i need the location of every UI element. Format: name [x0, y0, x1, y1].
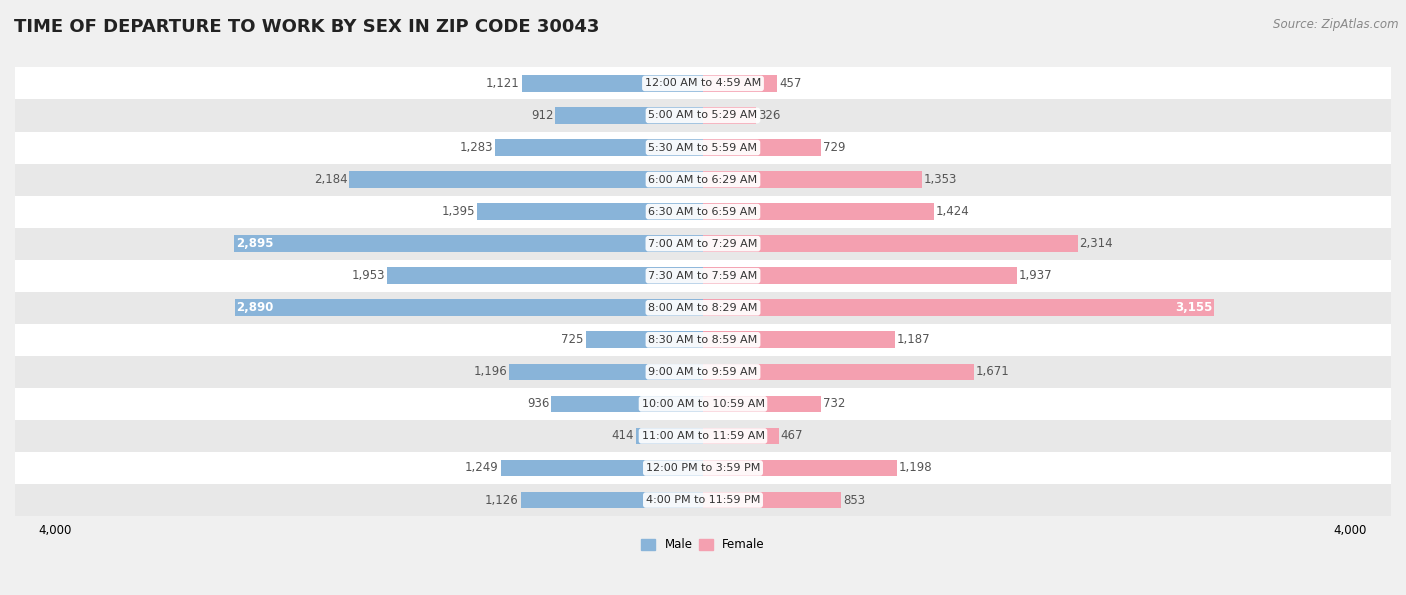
- Text: 7:00 AM to 7:29 AM: 7:00 AM to 7:29 AM: [648, 239, 758, 249]
- Text: 12:00 PM to 3:59 PM: 12:00 PM to 3:59 PM: [645, 463, 761, 473]
- Text: 12:00 AM to 4:59 AM: 12:00 AM to 4:59 AM: [645, 79, 761, 89]
- Bar: [522, 75, 703, 92]
- Bar: [7, 452, 1399, 484]
- Bar: [7, 164, 1399, 196]
- Bar: [7, 420, 1399, 452]
- Bar: [703, 75, 778, 92]
- Text: 8:30 AM to 8:59 AM: 8:30 AM to 8:59 AM: [648, 335, 758, 345]
- Text: 11:00 AM to 11:59 AM: 11:00 AM to 11:59 AM: [641, 431, 765, 441]
- Text: 1,196: 1,196: [474, 365, 508, 378]
- Text: 9:00 AM to 9:59 AM: 9:00 AM to 9:59 AM: [648, 367, 758, 377]
- Text: 6:30 AM to 6:59 AM: 6:30 AM to 6:59 AM: [648, 206, 758, 217]
- Text: 2,895: 2,895: [236, 237, 273, 250]
- Bar: [7, 99, 1399, 131]
- Bar: [703, 331, 896, 348]
- Text: 7:30 AM to 7:59 AM: 7:30 AM to 7:59 AM: [648, 271, 758, 281]
- Bar: [703, 171, 922, 188]
- Text: 6:00 AM to 6:29 AM: 6:00 AM to 6:29 AM: [648, 174, 758, 184]
- Text: 2,890: 2,890: [236, 301, 274, 314]
- Bar: [636, 428, 703, 444]
- Text: 457: 457: [779, 77, 801, 90]
- Bar: [235, 236, 703, 252]
- Bar: [703, 396, 821, 412]
- Text: 3,155: 3,155: [1175, 301, 1212, 314]
- Bar: [520, 491, 703, 508]
- Bar: [387, 267, 703, 284]
- Bar: [703, 107, 756, 124]
- Bar: [235, 299, 703, 316]
- Bar: [703, 364, 973, 380]
- Text: 5:30 AM to 5:59 AM: 5:30 AM to 5:59 AM: [648, 143, 758, 152]
- Bar: [350, 171, 703, 188]
- Text: 1,424: 1,424: [935, 205, 969, 218]
- Bar: [703, 428, 779, 444]
- Text: 1,187: 1,187: [897, 333, 931, 346]
- Text: 414: 414: [612, 430, 634, 443]
- Bar: [703, 267, 1017, 284]
- Bar: [551, 396, 703, 412]
- Text: 729: 729: [823, 141, 845, 154]
- Bar: [555, 107, 703, 124]
- Text: 467: 467: [780, 430, 803, 443]
- Bar: [703, 139, 821, 156]
- Text: 1,353: 1,353: [924, 173, 957, 186]
- Text: 1,283: 1,283: [460, 141, 494, 154]
- Bar: [509, 364, 703, 380]
- Text: 10:00 AM to 10:59 AM: 10:00 AM to 10:59 AM: [641, 399, 765, 409]
- Bar: [586, 331, 703, 348]
- Text: 1,937: 1,937: [1018, 269, 1052, 282]
- Text: 326: 326: [758, 109, 780, 122]
- Bar: [703, 460, 897, 477]
- Text: 2,314: 2,314: [1080, 237, 1114, 250]
- Bar: [7, 292, 1399, 324]
- Text: 1,671: 1,671: [976, 365, 1010, 378]
- Text: 912: 912: [531, 109, 554, 122]
- Bar: [7, 196, 1399, 228]
- Bar: [703, 203, 934, 220]
- Text: 725: 725: [561, 333, 583, 346]
- Text: 1,126: 1,126: [485, 493, 519, 506]
- Bar: [7, 356, 1399, 388]
- Legend: Male, Female: Male, Female: [637, 534, 769, 556]
- Text: TIME OF DEPARTURE TO WORK BY SEX IN ZIP CODE 30043: TIME OF DEPARTURE TO WORK BY SEX IN ZIP …: [14, 18, 599, 36]
- Text: 2,184: 2,184: [314, 173, 347, 186]
- Bar: [703, 236, 1077, 252]
- Text: 1,953: 1,953: [352, 269, 385, 282]
- Bar: [7, 388, 1399, 420]
- Text: 1,395: 1,395: [441, 205, 475, 218]
- Text: 1,249: 1,249: [465, 462, 499, 474]
- Bar: [501, 460, 703, 477]
- Bar: [7, 67, 1399, 99]
- Bar: [703, 491, 841, 508]
- Text: 732: 732: [824, 397, 846, 411]
- Bar: [7, 259, 1399, 292]
- Text: 1,198: 1,198: [898, 462, 932, 474]
- Bar: [7, 324, 1399, 356]
- Text: 8:00 AM to 8:29 AM: 8:00 AM to 8:29 AM: [648, 303, 758, 313]
- Text: 5:00 AM to 5:29 AM: 5:00 AM to 5:29 AM: [648, 111, 758, 120]
- Bar: [7, 131, 1399, 164]
- Text: Source: ZipAtlas.com: Source: ZipAtlas.com: [1274, 18, 1399, 31]
- Bar: [477, 203, 703, 220]
- Text: 853: 853: [844, 493, 865, 506]
- Bar: [7, 228, 1399, 259]
- Bar: [495, 139, 703, 156]
- Bar: [7, 484, 1399, 516]
- Text: 936: 936: [527, 397, 550, 411]
- Text: 1,121: 1,121: [486, 77, 520, 90]
- Bar: [703, 299, 1213, 316]
- Text: 4:00 PM to 11:59 PM: 4:00 PM to 11:59 PM: [645, 495, 761, 505]
